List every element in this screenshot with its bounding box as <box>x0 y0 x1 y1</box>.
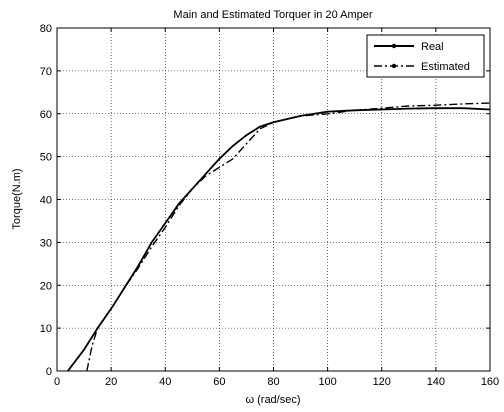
x-axis-title: ω (rad/sec) <box>245 394 300 406</box>
series-group <box>67 102 491 372</box>
y-axis-title: Torque(N.m) <box>11 168 23 229</box>
y-tick-label: 30 <box>40 237 52 249</box>
x-tick-label: 20 <box>105 376 117 388</box>
series-line-real <box>67 107 491 372</box>
x-tick-label: 0 <box>54 376 60 388</box>
x-tick-label: 60 <box>213 376 225 388</box>
grid <box>57 28 490 371</box>
legend-marker-real <box>391 43 397 49</box>
ticks: 0 20 40 60 80 100 120 140 160 0 10 20 30 40 50 60 70 80 <box>40 23 499 388</box>
y-tick-label: 40 <box>40 195 52 207</box>
chart-title: Main and Estimated Torquer in 20 Amper <box>173 9 372 21</box>
y-tick-label: 70 <box>40 66 52 78</box>
legend-label-estimated: Estimated <box>421 61 470 73</box>
x-tick-label: 140 <box>427 376 445 388</box>
legend-box <box>366 34 485 78</box>
x-tick-label: 80 <box>267 376 279 388</box>
y-tick-label: 20 <box>40 280 52 292</box>
x-tick-label: 100 <box>318 376 336 388</box>
x-tick-label: 40 <box>159 376 171 388</box>
y-tick-label: 60 <box>40 109 52 121</box>
y-tick-label: 50 <box>40 152 52 164</box>
y-tick-label: 10 <box>40 323 52 335</box>
legend-marker-estimated <box>391 63 397 69</box>
y-tick-label: 80 <box>40 23 52 35</box>
legend: Real Estimated <box>366 34 485 78</box>
series-line-estimated <box>86 102 491 372</box>
x-tick-label: 160 <box>481 376 499 388</box>
x-tick-label: 120 <box>373 376 391 388</box>
legend-label-real: Real <box>421 41 444 53</box>
y-tick-label: 0 <box>46 366 52 378</box>
